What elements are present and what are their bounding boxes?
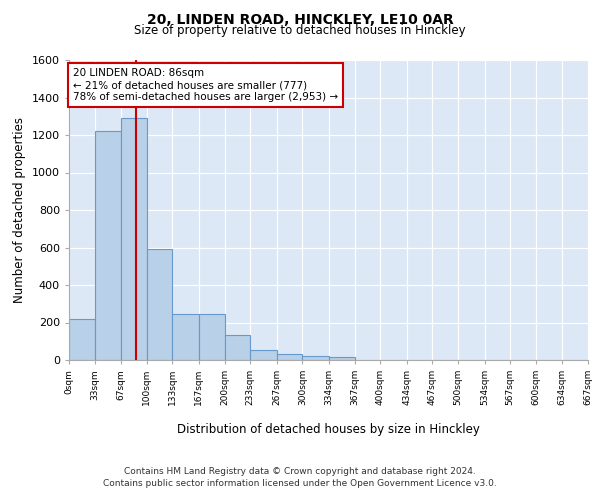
Bar: [329, 357, 355, 360]
Bar: [199, 314, 224, 360]
Bar: [95, 131, 121, 360]
Text: Contains public sector information licensed under the Open Government Licence v3: Contains public sector information licen…: [103, 479, 497, 488]
Text: 20 LINDEN ROAD: 86sqm
← 21% of detached houses are smaller (777)
78% of semi-det: 20 LINDEN ROAD: 86sqm ← 21% of detached …: [73, 68, 338, 102]
Bar: [277, 354, 302, 360]
Text: Size of property relative to detached houses in Hinckley: Size of property relative to detached ho…: [134, 24, 466, 37]
Text: 20, LINDEN ROAD, HINCKLEY, LE10 0AR: 20, LINDEN ROAD, HINCKLEY, LE10 0AR: [146, 12, 454, 26]
Bar: [302, 356, 329, 360]
Y-axis label: Number of detached properties: Number of detached properties: [13, 117, 26, 303]
Text: Contains HM Land Registry data © Crown copyright and database right 2024.: Contains HM Land Registry data © Crown c…: [124, 468, 476, 476]
Bar: [121, 118, 147, 360]
Bar: [172, 314, 199, 360]
Text: Distribution of detached houses by size in Hinckley: Distribution of detached houses by size …: [178, 422, 480, 436]
Bar: [250, 350, 277, 360]
Bar: [147, 250, 172, 360]
Bar: [69, 319, 95, 360]
Bar: [224, 334, 250, 360]
